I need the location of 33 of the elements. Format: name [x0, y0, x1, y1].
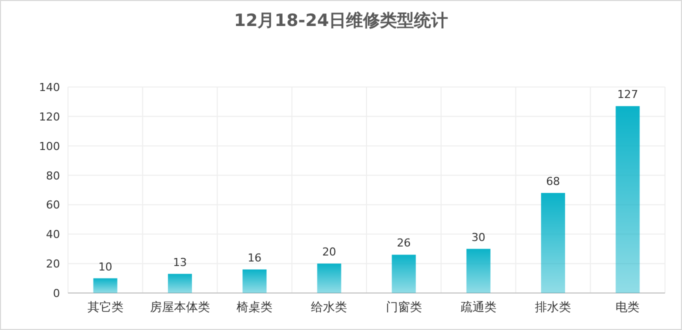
- data-label: 13: [172, 256, 187, 269]
- y-tick-label: 80: [46, 169, 60, 182]
- y-tick-label: 0: [53, 287, 60, 300]
- y-tick-label: 60: [46, 198, 60, 212]
- x-tick-label: 排水类: [535, 300, 572, 314]
- bar: [317, 264, 342, 293]
- x-tick-label: 电类: [616, 300, 640, 314]
- bar: [541, 192, 566, 293]
- data-label: 10: [98, 260, 112, 274]
- data-label: 20: [322, 246, 336, 259]
- x-tick-label: 疏通类: [460, 300, 496, 314]
- data-label: 30: [471, 230, 486, 244]
- y-tick-label: 100: [39, 140, 60, 153]
- x-tick-label: 给水类: [311, 300, 348, 314]
- bar: [466, 248, 490, 293]
- bar: [168, 274, 192, 293]
- x-tick-label: 房屋本体类: [150, 300, 210, 314]
- y-tick-label: 20: [46, 258, 60, 271]
- y-tick-label: 120: [39, 110, 60, 124]
- y-tick-label: 140: [39, 81, 60, 94]
- x-tick-label: 门窗类: [386, 300, 422, 314]
- data-label: 68: [546, 174, 560, 188]
- data-label: 16: [248, 251, 262, 264]
- bar: [242, 269, 267, 293]
- data-label: 26: [396, 236, 411, 250]
- x-tick-label: 其它类: [87, 300, 124, 314]
- x-tick-label: 椅桌类: [236, 300, 273, 314]
- bar: [93, 278, 118, 293]
- chart-title: 12月18-24日维修类型统计: [234, 11, 448, 31]
- y-tick-label: 40: [46, 228, 60, 242]
- bar: [392, 254, 416, 293]
- bar: [616, 106, 640, 293]
- data-label: 127: [617, 88, 638, 102]
